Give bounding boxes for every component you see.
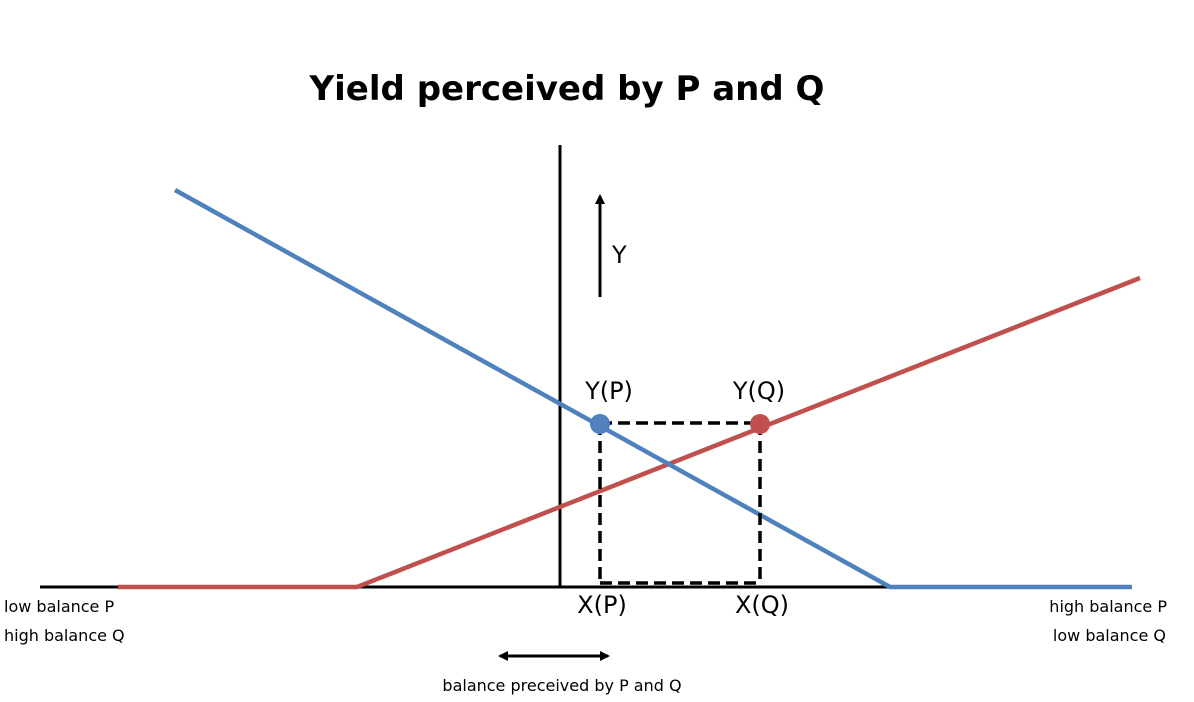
p-yield-line: [173, 188, 1132, 590]
point-yq: [750, 414, 770, 434]
label-low-balance-q: low balance Q: [1053, 626, 1166, 645]
label-balance-perceived: balance preceived by P and Q: [442, 676, 681, 695]
dashed-balance-box: [598, 421, 762, 585]
label-xq: X(Q): [735, 591, 789, 619]
label-high-balance-q: high balance Q: [4, 626, 125, 645]
label-xp: X(P): [577, 591, 627, 619]
y-arrow-label: Y: [611, 241, 627, 269]
label-yp: Y(P): [584, 377, 633, 405]
point-yp: [590, 414, 610, 434]
q-yield-line: [118, 275, 1141, 590]
diagram-title: Yield perceived by P and Q: [309, 69, 825, 109]
label-low-balance-p: low balance P: [4, 597, 114, 616]
label-high-balance-p: high balance P: [1049, 597, 1167, 616]
label-yq: Y(Q): [732, 377, 785, 405]
